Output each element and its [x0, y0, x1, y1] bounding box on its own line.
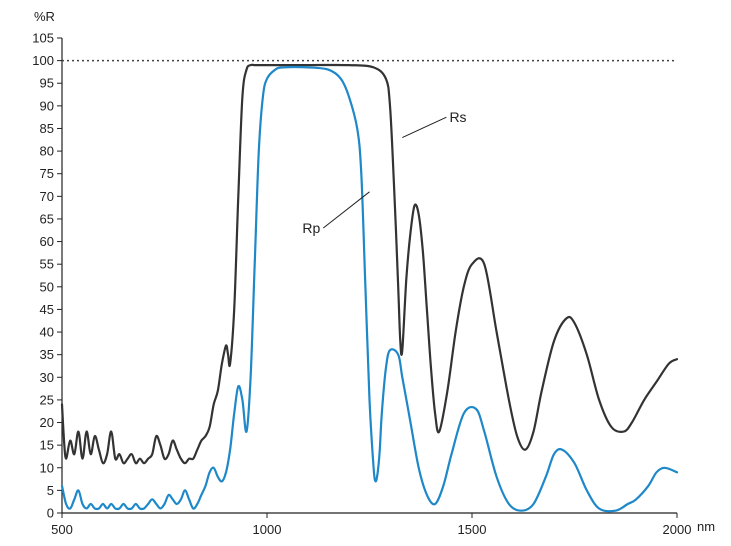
- y-tick-group: 0 5 10 15 20 25 30 35 40 45 50 55 60 65 70 75 80 85 90 95 10…: [32, 31, 62, 521]
- y-tick-label: 40: [40, 325, 54, 340]
- y-tick-label: 100: [32, 53, 54, 68]
- y-tick-label: 20: [40, 415, 54, 430]
- x-tick-label: 1000: [253, 522, 282, 537]
- y-tick-label: 15: [40, 438, 54, 453]
- y-tick-label: 65: [40, 211, 54, 226]
- annotation-rs-leader: [402, 116, 447, 138]
- y-tick-label: 90: [40, 98, 54, 113]
- y-tick-label: 45: [40, 302, 54, 317]
- y-axis-unit: %R: [34, 9, 55, 24]
- y-tick-label: 5: [47, 483, 54, 498]
- annotation-rp-leader: [322, 191, 370, 229]
- x-axis-unit: nm: [697, 519, 715, 534]
- annotation-rp-label: Rp: [302, 220, 320, 236]
- x-tick-label: 500: [51, 522, 73, 537]
- x-tick-label: 2000: [663, 522, 692, 537]
- series-rp-line: [60, 66, 679, 513]
- y-tick-label: 70: [40, 189, 54, 204]
- y-tick-label: 10: [40, 460, 54, 475]
- y-tick-label: 25: [40, 392, 54, 407]
- y-tick-label: 50: [40, 279, 54, 294]
- y-tick-label: 35: [40, 347, 54, 362]
- y-tick-label: 105: [32, 31, 54, 46]
- y-tick-label: 55: [40, 257, 54, 272]
- y-tick-label: 80: [40, 144, 54, 159]
- y-tick-label: 0: [47, 506, 54, 521]
- y-tick-label: 30: [40, 370, 54, 385]
- annotation-rs-label: Rs: [449, 109, 466, 125]
- y-tick-label: 85: [40, 121, 54, 136]
- series-rs-line: [60, 63, 679, 465]
- x-tick-group: 500 1000 1500 2000: [51, 513, 691, 537]
- y-tick-label: 60: [40, 234, 54, 249]
- y-tick-label: 75: [40, 166, 54, 181]
- x-tick-label: 1500: [458, 522, 487, 537]
- y-tick-label: 95: [40, 76, 54, 91]
